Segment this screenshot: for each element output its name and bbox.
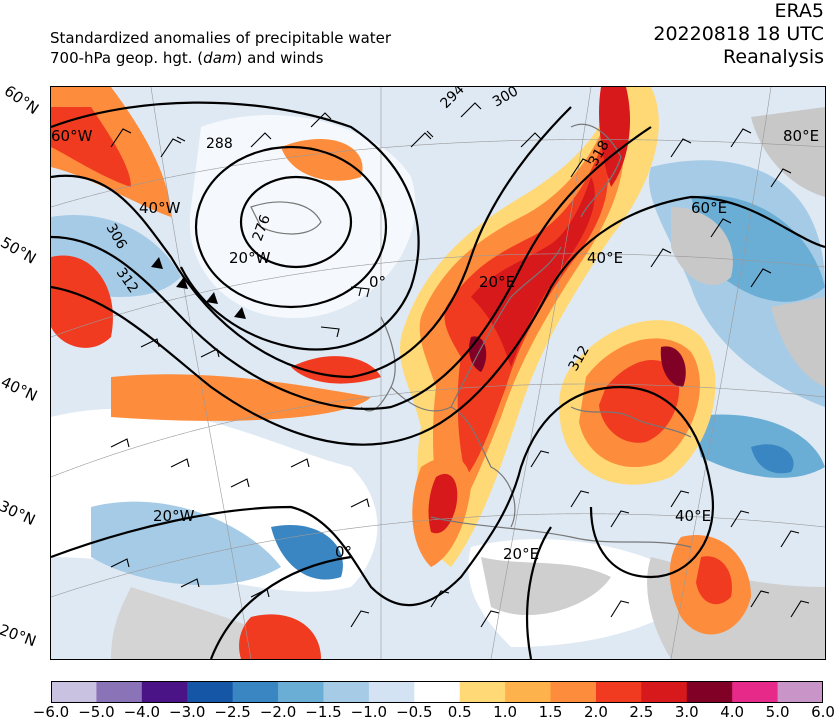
lon-label: 0° bbox=[369, 273, 386, 291]
colorbar-cell bbox=[187, 681, 234, 703]
colorbar-cell bbox=[278, 681, 324, 703]
colorbar-cell bbox=[777, 681, 823, 703]
positive-anomaly bbox=[51, 255, 113, 348]
source-label: ERA5 bbox=[774, 0, 824, 22]
lon-label-group: 60°W 40°W 20°W 0° 20°E 40°E 60°E 80°E 20… bbox=[51, 127, 819, 563]
colorbar-cell bbox=[550, 681, 597, 703]
colorbar-cell bbox=[232, 681, 279, 703]
colorbar-tick-label: −3.0 bbox=[169, 703, 206, 721]
lat-label: 20°N bbox=[0, 620, 39, 651]
contour-306 bbox=[51, 195, 825, 446]
positive-anomaly bbox=[111, 374, 371, 421]
colorbar-cell bbox=[641, 681, 688, 703]
map-info: ERA5 20220818 18 UTC Reanalysis bbox=[653, 0, 824, 69]
title-unit: dam bbox=[203, 49, 237, 67]
colorbar-tick-label: 6.0 bbox=[811, 703, 834, 721]
lat-label: 60°N bbox=[0, 81, 43, 119]
colorbar-tick-label: 2.0 bbox=[584, 703, 608, 721]
map-canvas: 288 294 300 306 312 276 312 318 60°W 40°… bbox=[51, 87, 825, 659]
map-title: Standardized anomalies of precipitable w… bbox=[50, 28, 391, 68]
lat-label: 40°N bbox=[0, 372, 41, 406]
lon-label: 40°E bbox=[675, 507, 711, 525]
colorbar-cell bbox=[96, 681, 143, 703]
lon-label: 40°E bbox=[587, 249, 623, 267]
lat-label: 30°N bbox=[0, 496, 39, 530]
colorbar-tick-label: −0.5 bbox=[396, 703, 433, 721]
title-line-2: 700-hPa geop. hgt. (dam) and winds bbox=[50, 48, 391, 68]
positive-anomaly bbox=[599, 87, 631, 187]
positive-anomaly bbox=[599, 360, 680, 443]
masked-terrain bbox=[771, 297, 825, 387]
colorbar-tick-label: −6.0 bbox=[32, 703, 70, 721]
positive-anomaly bbox=[471, 177, 595, 367]
positive-anomaly bbox=[291, 356, 381, 384]
colorbar bbox=[51, 681, 823, 703]
colorbar-tick-label: 1.5 bbox=[538, 703, 563, 721]
masked-terrain bbox=[481, 557, 611, 616]
masked-terrain bbox=[751, 107, 825, 197]
colorbar-tick-label: 2.5 bbox=[629, 703, 654, 721]
colorbar-cell bbox=[141, 681, 188, 703]
colorbar-tick-label: 3.0 bbox=[674, 703, 699, 721]
contour-312 bbox=[51, 385, 714, 607]
colorbar-tick-label: −1.0 bbox=[350, 703, 388, 721]
contour-318 bbox=[525, 526, 552, 659]
graticule bbox=[51, 87, 825, 659]
contour-312b bbox=[209, 555, 352, 659]
product-label: Reanalysis bbox=[723, 46, 824, 68]
positive-anomaly bbox=[696, 556, 732, 605]
colorbar-cell bbox=[505, 681, 552, 703]
colorbar-tick-label: 4.0 bbox=[720, 703, 745, 721]
positive-anomaly bbox=[239, 614, 321, 659]
colorbar-tick-label: 0.5 bbox=[447, 703, 472, 721]
lat-label: 50°N bbox=[0, 233, 40, 268]
lon-label: 20°W bbox=[153, 507, 195, 525]
colorbar-tick-label: −2.0 bbox=[259, 703, 297, 721]
colorbar-tick-label: −2.5 bbox=[214, 703, 251, 721]
title-line-2-pre: 700-hPa geop. hgt. ( bbox=[50, 49, 204, 67]
lon-label: 20°E bbox=[479, 273, 515, 291]
colorbar-cell bbox=[414, 681, 461, 703]
contour-276 bbox=[239, 175, 353, 269]
contour-282 bbox=[194, 145, 388, 309]
title-line-2-post: ) and winds bbox=[236, 49, 324, 67]
positive-anomaly bbox=[51, 107, 131, 187]
colorbar-tick-label: −4.0 bbox=[123, 703, 161, 721]
contour-288 bbox=[51, 101, 420, 351]
positive-anomaly bbox=[281, 138, 363, 181]
height-contours bbox=[51, 101, 825, 659]
positive-anomaly bbox=[660, 346, 686, 387]
colorbar-ticks: −6.0 −5.0 −4.0 −3.0 −2.5 −2.0 −1.5 −1.0 −0.5 0.5 1… bbox=[0, 703, 834, 723]
negative-anomaly bbox=[751, 444, 794, 474]
lon-label: 60°W bbox=[51, 127, 93, 145]
lon-label: 80°E bbox=[783, 127, 819, 145]
colorbar-cell bbox=[323, 681, 370, 703]
lon-label: 60°E bbox=[691, 199, 727, 217]
lon-label: 40°W bbox=[139, 199, 181, 217]
lon-label: 20°E bbox=[503, 545, 539, 563]
colorbar-cell bbox=[459, 681, 506, 703]
contour-label: 288 bbox=[206, 136, 233, 152]
colorbar-tick-label: −5.0 bbox=[78, 703, 115, 721]
negative-anomaly bbox=[91, 501, 281, 586]
colorbar-tick-label: 5.0 bbox=[765, 703, 790, 721]
colorbar-tick-label: −1.5 bbox=[305, 703, 342, 721]
map-panel: 288 294 300 306 312 276 312 318 60°W 40°… bbox=[50, 86, 826, 660]
wind-barbs bbox=[110, 102, 810, 628]
colorbar-cell bbox=[732, 681, 779, 703]
title-line-1: Standardized anomalies of precipitable w… bbox=[50, 29, 392, 47]
colorbar-cell bbox=[368, 681, 415, 703]
colorbar-cell bbox=[51, 681, 97, 703]
front-symbols bbox=[151, 257, 246, 319]
colorbar-tick-label: 1.0 bbox=[493, 703, 518, 721]
lon-label: 20°W bbox=[229, 249, 271, 267]
colorbar-cell bbox=[595, 681, 642, 703]
contour-300 bbox=[51, 126, 652, 410]
contour-294 bbox=[51, 106, 572, 379]
negative-anomaly bbox=[271, 525, 343, 580]
colorbar-cell bbox=[686, 681, 733, 703]
lon-label: 0° bbox=[335, 543, 352, 561]
datetime-label: 20220818 18 UTC bbox=[653, 23, 824, 45]
